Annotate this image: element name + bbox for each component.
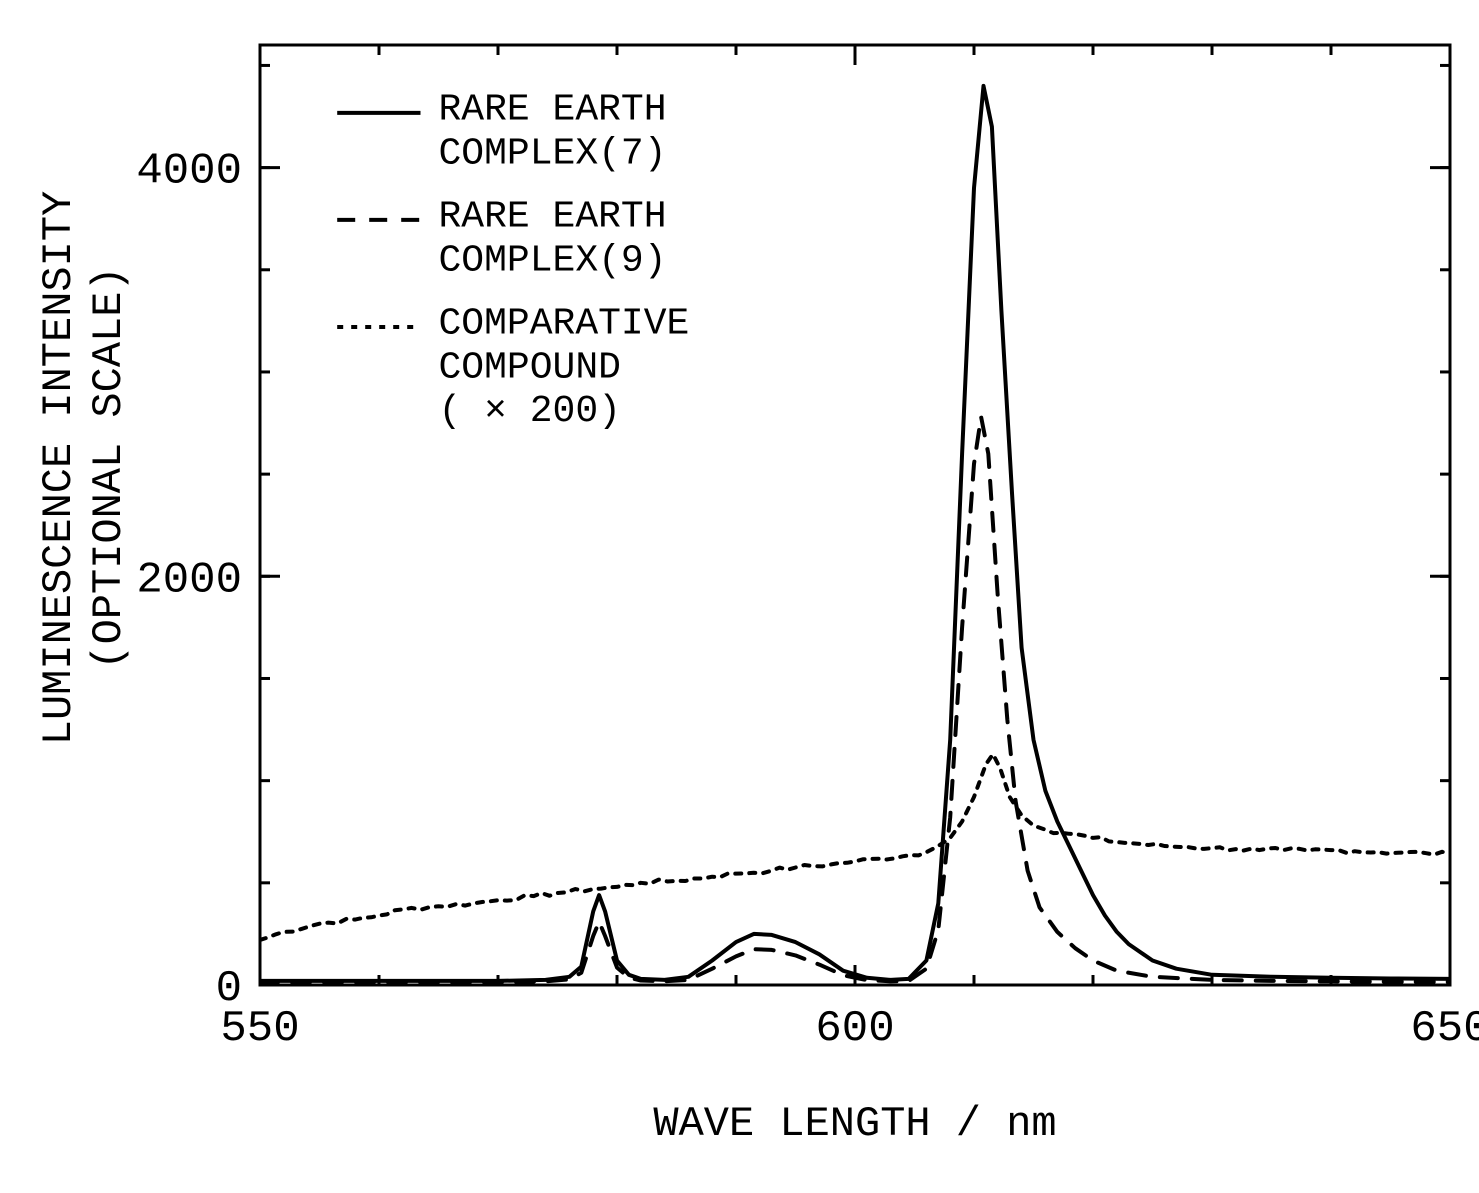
legend-label: COMPLEX(7) <box>439 132 667 175</box>
y-axis-label: LUMINESCENCE INTENSITY <box>35 191 83 746</box>
x-ticks: 550600650 <box>220 45 1479 1054</box>
y-tick-label: 4000 <box>136 147 242 197</box>
y-ticks: 0 2000 4000 <box>136 65 1450 1014</box>
x-tick-label: 600 <box>815 1004 894 1054</box>
legend-label: ( × 200) <box>439 390 621 433</box>
series-s2 <box>260 417 1450 982</box>
luminescence-spectrum-chart: 550600650020004000WAVE LENGTH / nmLUMINE… <box>0 0 1479 1193</box>
chart-svg: 550600650020004000WAVE LENGTH / nmLUMINE… <box>0 0 1479 1193</box>
legend-label: COMPOUND <box>439 346 621 389</box>
legend-label: COMPLEX(9) <box>439 239 667 282</box>
y-axis-sublabel: (OPTIONAL SCALE) <box>85 266 133 669</box>
x-axis-label: WAVE LENGTH / nm <box>653 1100 1056 1148</box>
x-tick-label: 650 <box>1410 1004 1479 1054</box>
series-s3 <box>260 754 1450 940</box>
y-tick-label: 0 <box>216 964 242 1014</box>
legend-label: RARE EARTH <box>439 89 667 132</box>
legend-label: COMPARATIVE <box>439 303 690 346</box>
legend: RARE EARTHCOMPLEX(7)RARE EARTHCOMPLEX(9)… <box>337 89 689 434</box>
legend-label: RARE EARTH <box>439 196 667 239</box>
y-tick-label: 2000 <box>136 555 242 605</box>
